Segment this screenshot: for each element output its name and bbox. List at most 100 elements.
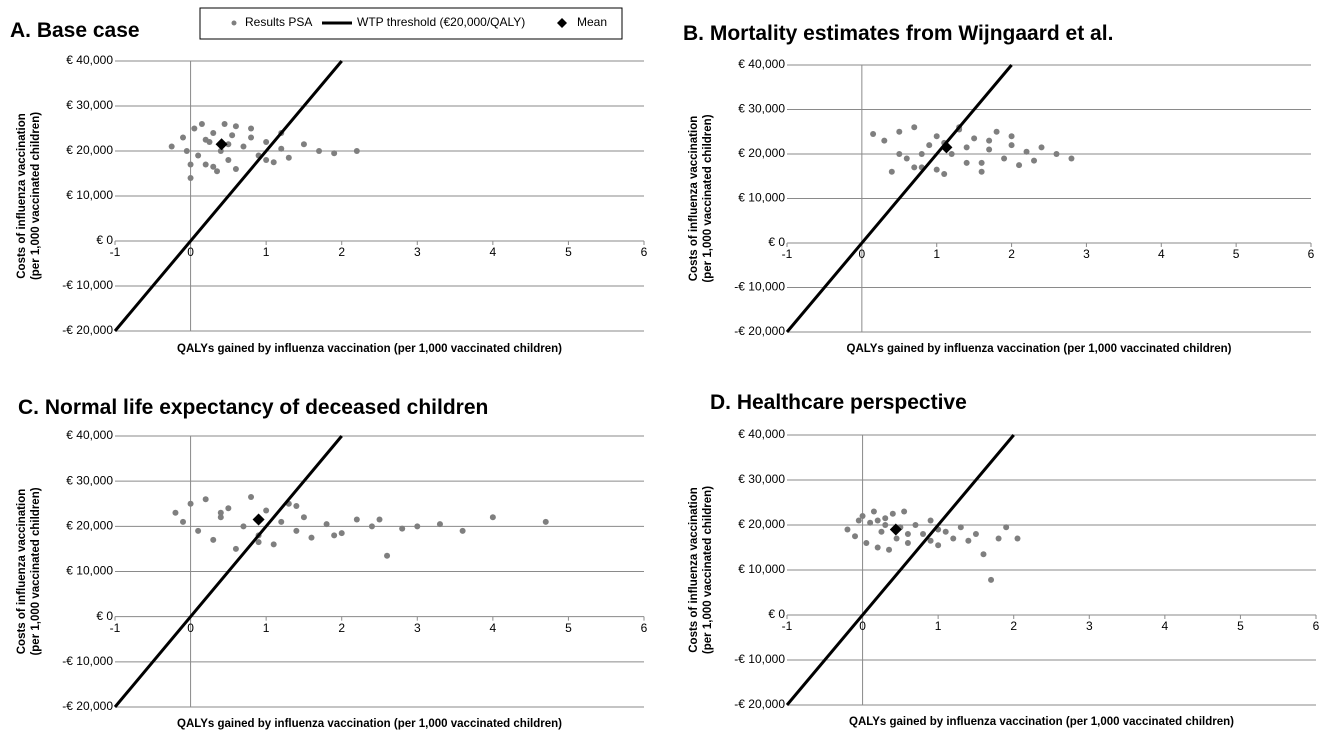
psa-point	[988, 576, 995, 583]
psa-point	[1001, 155, 1008, 162]
y-tick-label: € 10,000	[738, 191, 785, 205]
y-axis-title: (per 1,000 vaccinated children)	[702, 114, 714, 282]
psa-point	[300, 141, 307, 148]
psa-point	[933, 133, 940, 140]
psa-point	[896, 128, 903, 135]
psa-point	[331, 150, 338, 157]
y-tick-label: € 30,000	[738, 472, 785, 486]
psa-point	[323, 521, 330, 528]
psa-point	[972, 531, 979, 537]
psa-point	[168, 143, 175, 150]
psa-point	[1053, 151, 1060, 157]
y-tick-label: € 30,000	[738, 102, 785, 116]
psa-point	[187, 175, 194, 181]
psa-point	[963, 159, 970, 166]
psa-point	[965, 537, 972, 544]
x-tick-label: 5	[565, 245, 572, 259]
y-tick-label: -€ 10,000	[62, 654, 113, 668]
y-tick-label: € 0	[768, 235, 785, 249]
y-axis-title: (per 1,000 vaccinated children)	[30, 112, 42, 280]
psa-point	[399, 525, 406, 532]
x-tick-label: 4	[490, 621, 497, 635]
psa-point	[270, 159, 277, 166]
x-tick-label: 3	[1086, 619, 1093, 633]
x-tick-label: 1	[935, 619, 942, 633]
psa-point	[950, 535, 957, 542]
psa-point	[217, 509, 224, 516]
psa-point	[278, 518, 285, 525]
y-tick-label: € 0	[96, 233, 113, 247]
y-tick-label: € 0	[768, 607, 785, 621]
legend-box	[199, 7, 623, 40]
mean-marker	[889, 523, 902, 536]
psa-point	[1038, 144, 1045, 151]
psa-point	[248, 493, 255, 500]
psa-point	[859, 513, 866, 519]
mean-marker	[215, 138, 228, 151]
x-tick-label: 3	[414, 245, 421, 259]
psa-point	[263, 507, 270, 514]
panel-title: B. Mortality estimates from Wijngaard et…	[683, 22, 1113, 45]
psa-point	[942, 528, 949, 535]
legend-symbol	[231, 20, 237, 26]
y-tick-label: € 0	[96, 609, 113, 623]
psa-point	[844, 526, 851, 533]
y-tick-label: € 30,000	[66, 473, 113, 487]
psa-point	[882, 522, 889, 528]
x-axis-title: QALYs gained by influenza vaccination (p…	[847, 343, 1232, 355]
psa-point	[888, 168, 895, 175]
x-tick-label: 3	[414, 621, 421, 635]
psa-point	[489, 514, 496, 521]
psa-point	[986, 146, 993, 153]
psa-point	[918, 151, 925, 157]
y-axis-title: Costs of influenza vaccination	[16, 489, 28, 655]
psa-point	[278, 145, 285, 152]
panel-title: D. Healthcare perspective	[710, 391, 967, 414]
x-tick-label: -1	[782, 247, 793, 261]
y-tick-label: € 40,000	[66, 428, 113, 442]
psa-point	[214, 168, 221, 175]
psa-point	[1068, 155, 1075, 162]
y-tick-label: € 10,000	[66, 564, 113, 578]
psa-point	[210, 163, 217, 170]
y-axis-title: (per 1,000 vaccinated children)	[702, 486, 714, 654]
legend-label: Results PSA	[245, 15, 312, 29]
psa-point	[232, 123, 239, 130]
x-tick-label: -1	[110, 245, 121, 259]
psa-point	[229, 132, 236, 139]
psa-point	[971, 135, 978, 142]
psa-point	[927, 517, 934, 524]
x-tick-label: 2	[338, 621, 345, 635]
x-tick-label: 2	[1010, 619, 1017, 633]
psa-point	[263, 157, 270, 163]
x-tick-label: 6	[1313, 619, 1320, 633]
psa-point	[957, 524, 964, 531]
psa-point	[927, 537, 934, 544]
x-tick-label: 0	[187, 621, 194, 635]
panel: B. Mortality estimates from Wijngaard et…	[683, 22, 1315, 355]
psa-point	[459, 527, 466, 534]
y-axis-title: Costs of influenza vaccination	[16, 113, 28, 279]
psa-point	[878, 528, 885, 535]
x-tick-label: 4	[1158, 247, 1165, 261]
psa-point	[980, 551, 987, 558]
psa-point	[904, 540, 911, 546]
x-tick-label: 0	[187, 245, 194, 259]
psa-point	[217, 514, 224, 521]
wtp-line	[785, 434, 1015, 706]
psa-point	[935, 542, 942, 549]
psa-point	[1023, 148, 1030, 155]
x-tick-label: 5	[1237, 619, 1244, 633]
psa-point	[202, 496, 209, 503]
psa-point	[202, 136, 209, 143]
psa-point	[870, 508, 877, 515]
psa-point	[1008, 133, 1015, 140]
x-tick-label: 3	[1083, 247, 1090, 261]
y-tick-label: € 20,000	[66, 143, 113, 157]
psa-point	[1003, 524, 1010, 531]
psa-point	[172, 509, 179, 516]
x-tick-label: 5	[565, 621, 572, 635]
psa-point	[911, 164, 918, 171]
x-tick-label: 2	[338, 245, 345, 259]
psa-point	[882, 515, 889, 522]
